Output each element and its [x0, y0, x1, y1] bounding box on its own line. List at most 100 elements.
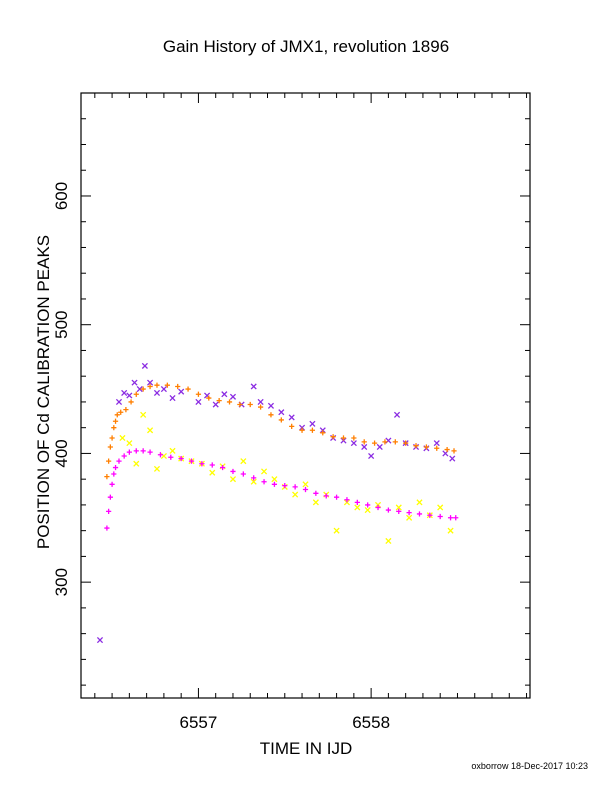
data-point [437, 513, 443, 520]
data-point [160, 386, 167, 393]
data-point [376, 443, 383, 451]
data-point [206, 395, 212, 401]
data-point [212, 401, 219, 408]
data-point [131, 379, 138, 386]
data-point [128, 399, 134, 405]
data-point [147, 383, 153, 390]
data-point [111, 471, 117, 477]
data-point [434, 445, 440, 451]
data-point [289, 423, 295, 429]
data-point [116, 458, 122, 464]
data-point [237, 401, 243, 408]
data-point [323, 493, 329, 499]
data-point [350, 440, 357, 447]
data-point [351, 435, 357, 441]
data-point [121, 389, 128, 396]
plot-frame [80, 92, 531, 699]
data-point [216, 398, 222, 404]
data-point [164, 382, 170, 388]
data-point [250, 478, 257, 485]
data-point [118, 409, 124, 415]
y-tick-label: 600 [52, 182, 71, 210]
axis-ticks [81, 92, 530, 698]
data-point [140, 386, 146, 392]
data-point [104, 525, 110, 531]
data-point [447, 527, 454, 534]
data-point [199, 461, 205, 467]
data-point [313, 490, 319, 496]
data-point [250, 383, 257, 390]
y-axis-label: POSITION OF Cd CALIBRATION PEAKS [34, 235, 53, 549]
data-point [309, 420, 316, 427]
data-point [361, 439, 367, 445]
data-point [375, 504, 381, 511]
data-point [365, 502, 371, 508]
data-point [126, 440, 133, 447]
data-point [312, 499, 319, 506]
data-point [230, 468, 236, 475]
footer-credit: oxborrow 18-Dec-2017 10:23 [471, 761, 588, 771]
data-point [133, 391, 139, 397]
data-point [423, 444, 429, 450]
data-point [169, 395, 176, 402]
data-point [185, 386, 191, 392]
x-axis-label: TIME IN IJD [260, 739, 353, 758]
data-point [413, 443, 419, 449]
data-point [444, 446, 450, 453]
data-point [292, 484, 298, 490]
data-point [147, 427, 154, 434]
data-point [261, 479, 267, 485]
data-point [302, 486, 309, 493]
data-point [447, 515, 454, 521]
data-point [333, 494, 340, 500]
data-point [257, 398, 264, 405]
data-point [119, 434, 126, 442]
series-1 [96, 362, 456, 644]
data-point [406, 514, 413, 521]
data-point [229, 476, 237, 483]
data-point [140, 448, 146, 454]
data-point [229, 393, 237, 400]
data-point [385, 537, 392, 545]
data-point [437, 504, 444, 511]
data-point [251, 475, 257, 481]
data-point [368, 452, 375, 460]
data-point [449, 455, 456, 462]
data-point [451, 448, 457, 454]
data-point [392, 439, 398, 445]
chart-title: Gain History of JMX1, revolution 1896 [163, 37, 449, 56]
series-4 [104, 448, 459, 531]
data-point [153, 465, 161, 472]
data-point [154, 382, 160, 388]
data-point [141, 362, 148, 369]
data-point [427, 512, 433, 518]
data-point [354, 504, 361, 511]
data-point [268, 412, 274, 418]
data-point [140, 411, 147, 418]
data-point [278, 417, 284, 423]
data-points [96, 362, 459, 644]
data-point [109, 435, 115, 441]
data-point [188, 458, 195, 464]
data-point [114, 412, 120, 418]
data-point [344, 497, 350, 503]
data-point [115, 398, 123, 405]
data-point [220, 464, 226, 471]
data-point [107, 444, 113, 450]
data-point [133, 460, 140, 467]
data-point [260, 468, 268, 475]
data-point [433, 440, 440, 447]
data-point [209, 469, 216, 476]
data-point [195, 398, 202, 405]
data-point [271, 476, 278, 483]
data-point [121, 453, 127, 459]
tick-labels: 6557 6558 300 400 500 600 [52, 182, 390, 732]
data-point [340, 435, 347, 441]
data-point [258, 404, 264, 410]
data-point [271, 481, 278, 487]
data-point [288, 414, 295, 421]
data-point [112, 418, 119, 424]
data-point [320, 430, 326, 436]
data-point [282, 483, 288, 489]
data-point [221, 391, 228, 398]
